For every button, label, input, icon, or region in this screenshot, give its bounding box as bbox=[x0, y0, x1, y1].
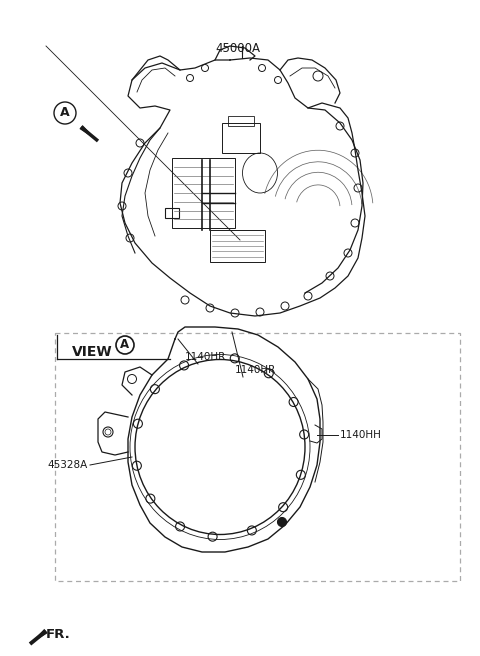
Bar bbox=[228, 116, 254, 126]
Text: A: A bbox=[60, 106, 70, 119]
Text: A: A bbox=[120, 338, 130, 352]
Text: 45000A: 45000A bbox=[216, 42, 261, 55]
Text: VIEW: VIEW bbox=[72, 345, 113, 359]
Text: 1140HR: 1140HR bbox=[235, 365, 276, 375]
Polygon shape bbox=[79, 125, 98, 141]
Bar bbox=[210, 230, 265, 262]
Text: FR.: FR. bbox=[46, 628, 71, 640]
Text: 45328A: 45328A bbox=[48, 460, 88, 470]
Circle shape bbox=[277, 518, 287, 527]
Bar bbox=[165, 208, 179, 218]
Polygon shape bbox=[30, 629, 48, 644]
Text: 1140HR: 1140HR bbox=[185, 352, 226, 362]
Text: 1140HH: 1140HH bbox=[340, 430, 382, 440]
Bar bbox=[222, 123, 260, 153]
Bar bbox=[172, 158, 235, 228]
